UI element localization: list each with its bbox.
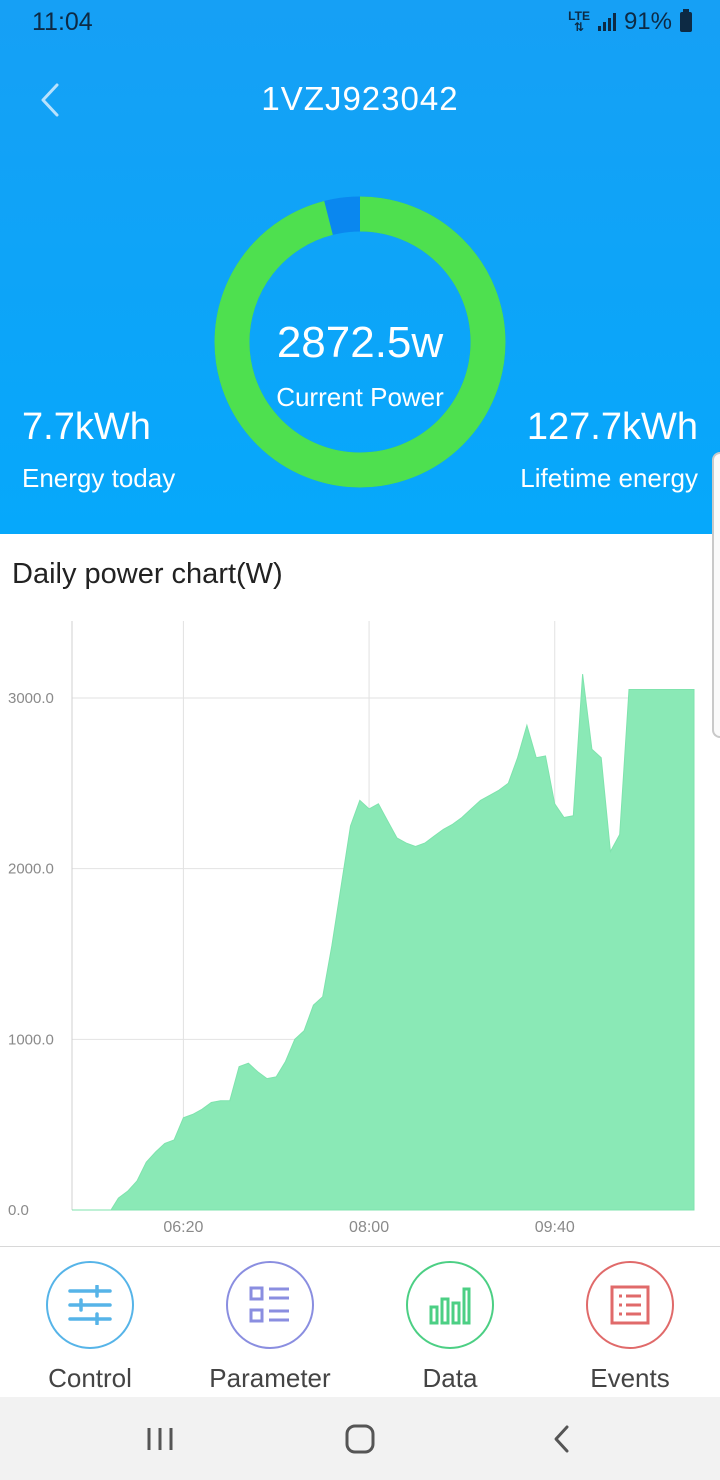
current-power-value: 2872.5w <box>276 318 444 367</box>
system-navigation-bar <box>0 1397 720 1480</box>
chevron-left-icon <box>41 83 59 117</box>
back-button[interactable] <box>30 78 70 122</box>
battery-percent: 91% <box>623 8 672 35</box>
lte-label: LTE <box>568 9 590 23</box>
divider <box>0 1246 720 1247</box>
tab-control[interactable]: Control <box>0 1247 180 1397</box>
recents-button[interactable] <box>135 1415 185 1463</box>
y-tick-label: 1000.0 <box>8 1031 54 1048</box>
back-icon <box>554 1425 569 1453</box>
sliders-icon <box>46 1261 134 1349</box>
power-gauge-ring <box>214 196 506 488</box>
y-tick-label: 0.0 <box>8 1202 29 1219</box>
current-power-label: Current Power <box>276 382 444 412</box>
tab-control-label: Control <box>48 1363 132 1393</box>
x-tick-label: 06:20 <box>163 1219 203 1236</box>
y-tick-label: 3000.0 <box>8 690 54 707</box>
battery-icon <box>680 9 692 32</box>
energy-today-label: Energy today <box>22 463 176 493</box>
energy-today-value: 7.7kWh <box>22 406 151 448</box>
y-tick-label: 2000.0 <box>8 861 54 878</box>
bottom-tab-bar: Control Parameter Data <box>0 1247 720 1397</box>
header-panel: 11:04 LTE ⇅ 91% 1VZJ923042 2872.5w Curren… <box>0 0 720 534</box>
list-grid-icon <box>226 1261 314 1349</box>
status-bar: 11:04 LTE ⇅ 91% <box>0 0 720 44</box>
document-list-icon <box>586 1261 674 1349</box>
home-icon <box>345 1424 375 1454</box>
power-area-series <box>72 674 695 1211</box>
edge-panel-handle[interactable] <box>712 452 720 738</box>
lifetime-energy-value: 127.7kWh <box>526 406 698 448</box>
chart-title: Daily power chart(W) <box>12 558 283 590</box>
status-icons: LTE ⇅ 91% <box>568 8 692 36</box>
bar-chart-icon <box>406 1261 494 1349</box>
lifetime-energy-label: Lifetime energy <box>520 463 698 493</box>
tab-data-label: Data <box>422 1363 478 1393</box>
nav-back-button[interactable] <box>537 1415 587 1463</box>
daily-power-chart: 0.0 1000.0 2000.0 3000.0 06:20 08:00 09:40 <box>8 621 695 1236</box>
x-tick-label: 08:00 <box>349 1219 389 1236</box>
recents-icon <box>147 1428 173 1450</box>
tab-parameter-label: Parameter <box>209 1363 331 1393</box>
status-time: 11:04 <box>32 8 93 36</box>
tab-parameter[interactable]: Parameter <box>180 1247 360 1397</box>
home-button[interactable] <box>335 1415 385 1463</box>
lte-icon: LTE ⇅ <box>568 9 590 34</box>
tab-data[interactable]: Data <box>360 1247 540 1397</box>
tab-events[interactable]: Events <box>540 1247 720 1397</box>
signal-icon <box>597 13 616 31</box>
gauge-value-arc <box>214 196 506 488</box>
page-title: 1VZJ923042 <box>261 80 459 117</box>
tab-events-label: Events <box>590 1363 670 1393</box>
x-tick-label: 09:40 <box>535 1219 575 1236</box>
